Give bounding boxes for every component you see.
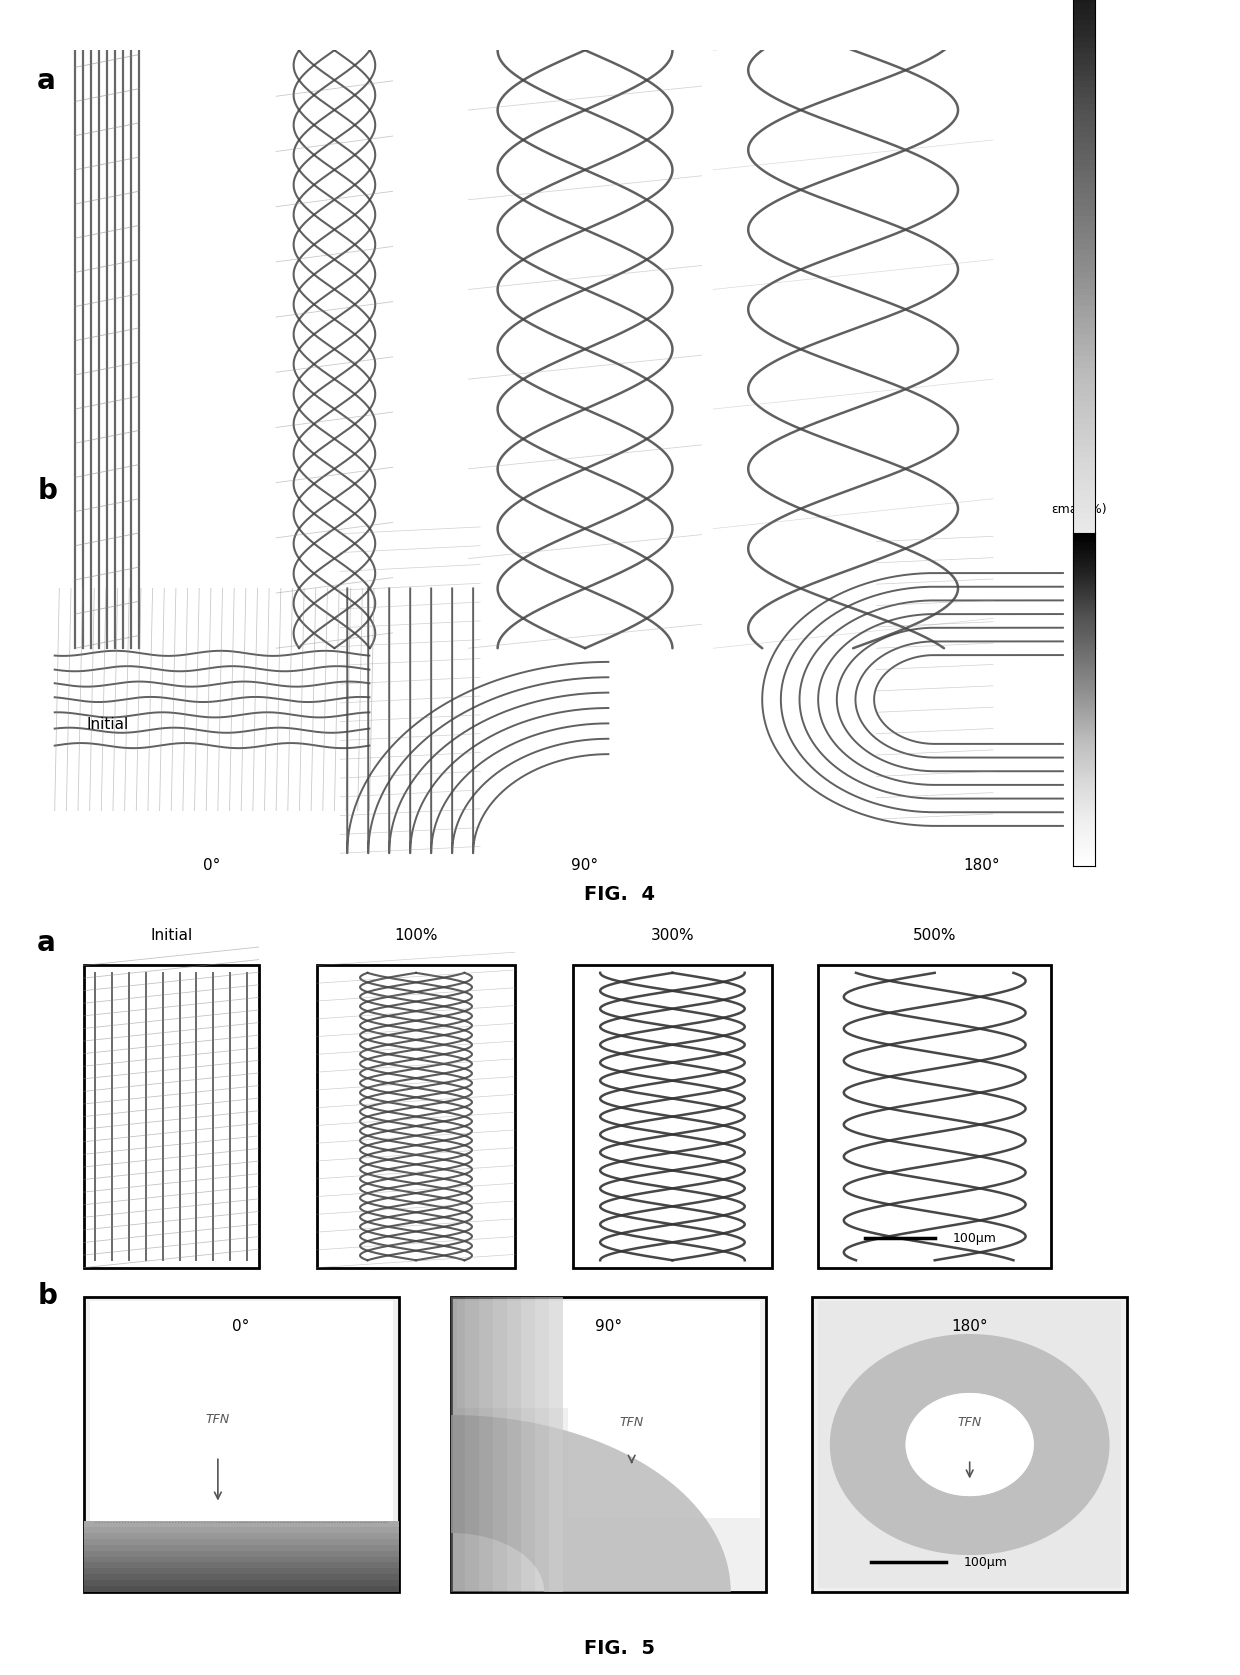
Polygon shape [84,1528,398,1533]
Polygon shape [84,1544,398,1551]
Text: b: b [37,1283,57,1310]
Polygon shape [830,1333,1110,1554]
Text: 90°: 90° [572,858,599,873]
Text: a: a [37,67,56,95]
Text: Initial: Initial [150,928,192,943]
Polygon shape [521,1296,534,1591]
Polygon shape [84,1563,398,1568]
Text: 100%: 100% [394,928,438,943]
Polygon shape [456,1301,760,1518]
Polygon shape [534,1296,549,1591]
Polygon shape [84,1551,398,1556]
Text: TFN: TFN [957,1415,982,1429]
Text: 0°: 0° [203,858,221,873]
Polygon shape [317,965,515,1268]
Text: 90°: 90° [595,1320,622,1335]
Polygon shape [84,1521,398,1528]
Text: Initial: Initial [86,717,128,732]
Text: 100μm: 100μm [952,1231,996,1245]
Text: a: a [37,928,56,956]
Text: TFN: TFN [620,1415,644,1429]
Polygon shape [905,1394,1034,1496]
Polygon shape [494,1296,507,1591]
Text: 500%: 500% [913,928,956,943]
Polygon shape [507,1296,521,1591]
Text: 0: 0 [1080,626,1089,640]
Text: 1: 1 [1080,541,1089,554]
Polygon shape [549,1296,563,1591]
Polygon shape [84,1580,398,1586]
Text: 300%: 300% [651,928,694,943]
Text: 100μm: 100μm [963,1556,1008,1569]
Polygon shape [479,1296,494,1591]
Polygon shape [465,1296,479,1591]
Polygon shape [89,1301,393,1526]
Polygon shape [818,965,1052,1268]
Text: εmax(%): εmax(%) [1052,502,1107,516]
Polygon shape [451,1415,730,1591]
Polygon shape [84,1296,398,1591]
Text: 0°: 0° [232,1320,250,1335]
Polygon shape [84,1586,398,1591]
Polygon shape [451,1296,766,1591]
Polygon shape [84,1556,398,1563]
Text: 180°: 180° [963,858,999,873]
Text: TFN: TFN [206,1414,229,1425]
Polygon shape [818,1301,1121,1588]
Text: FIG.  4: FIG. 4 [584,886,656,905]
Text: 0: 0 [1080,836,1089,849]
Polygon shape [84,1533,398,1539]
Polygon shape [84,1568,398,1574]
Polygon shape [812,1296,1127,1591]
Text: FIG.  5: FIG. 5 [584,1640,656,1658]
Polygon shape [451,1296,465,1591]
Polygon shape [84,965,259,1268]
Polygon shape [573,965,771,1268]
Text: 180°: 180° [951,1320,988,1335]
Polygon shape [84,1539,398,1544]
Polygon shape [84,1574,398,1580]
Text: b: b [37,477,57,506]
